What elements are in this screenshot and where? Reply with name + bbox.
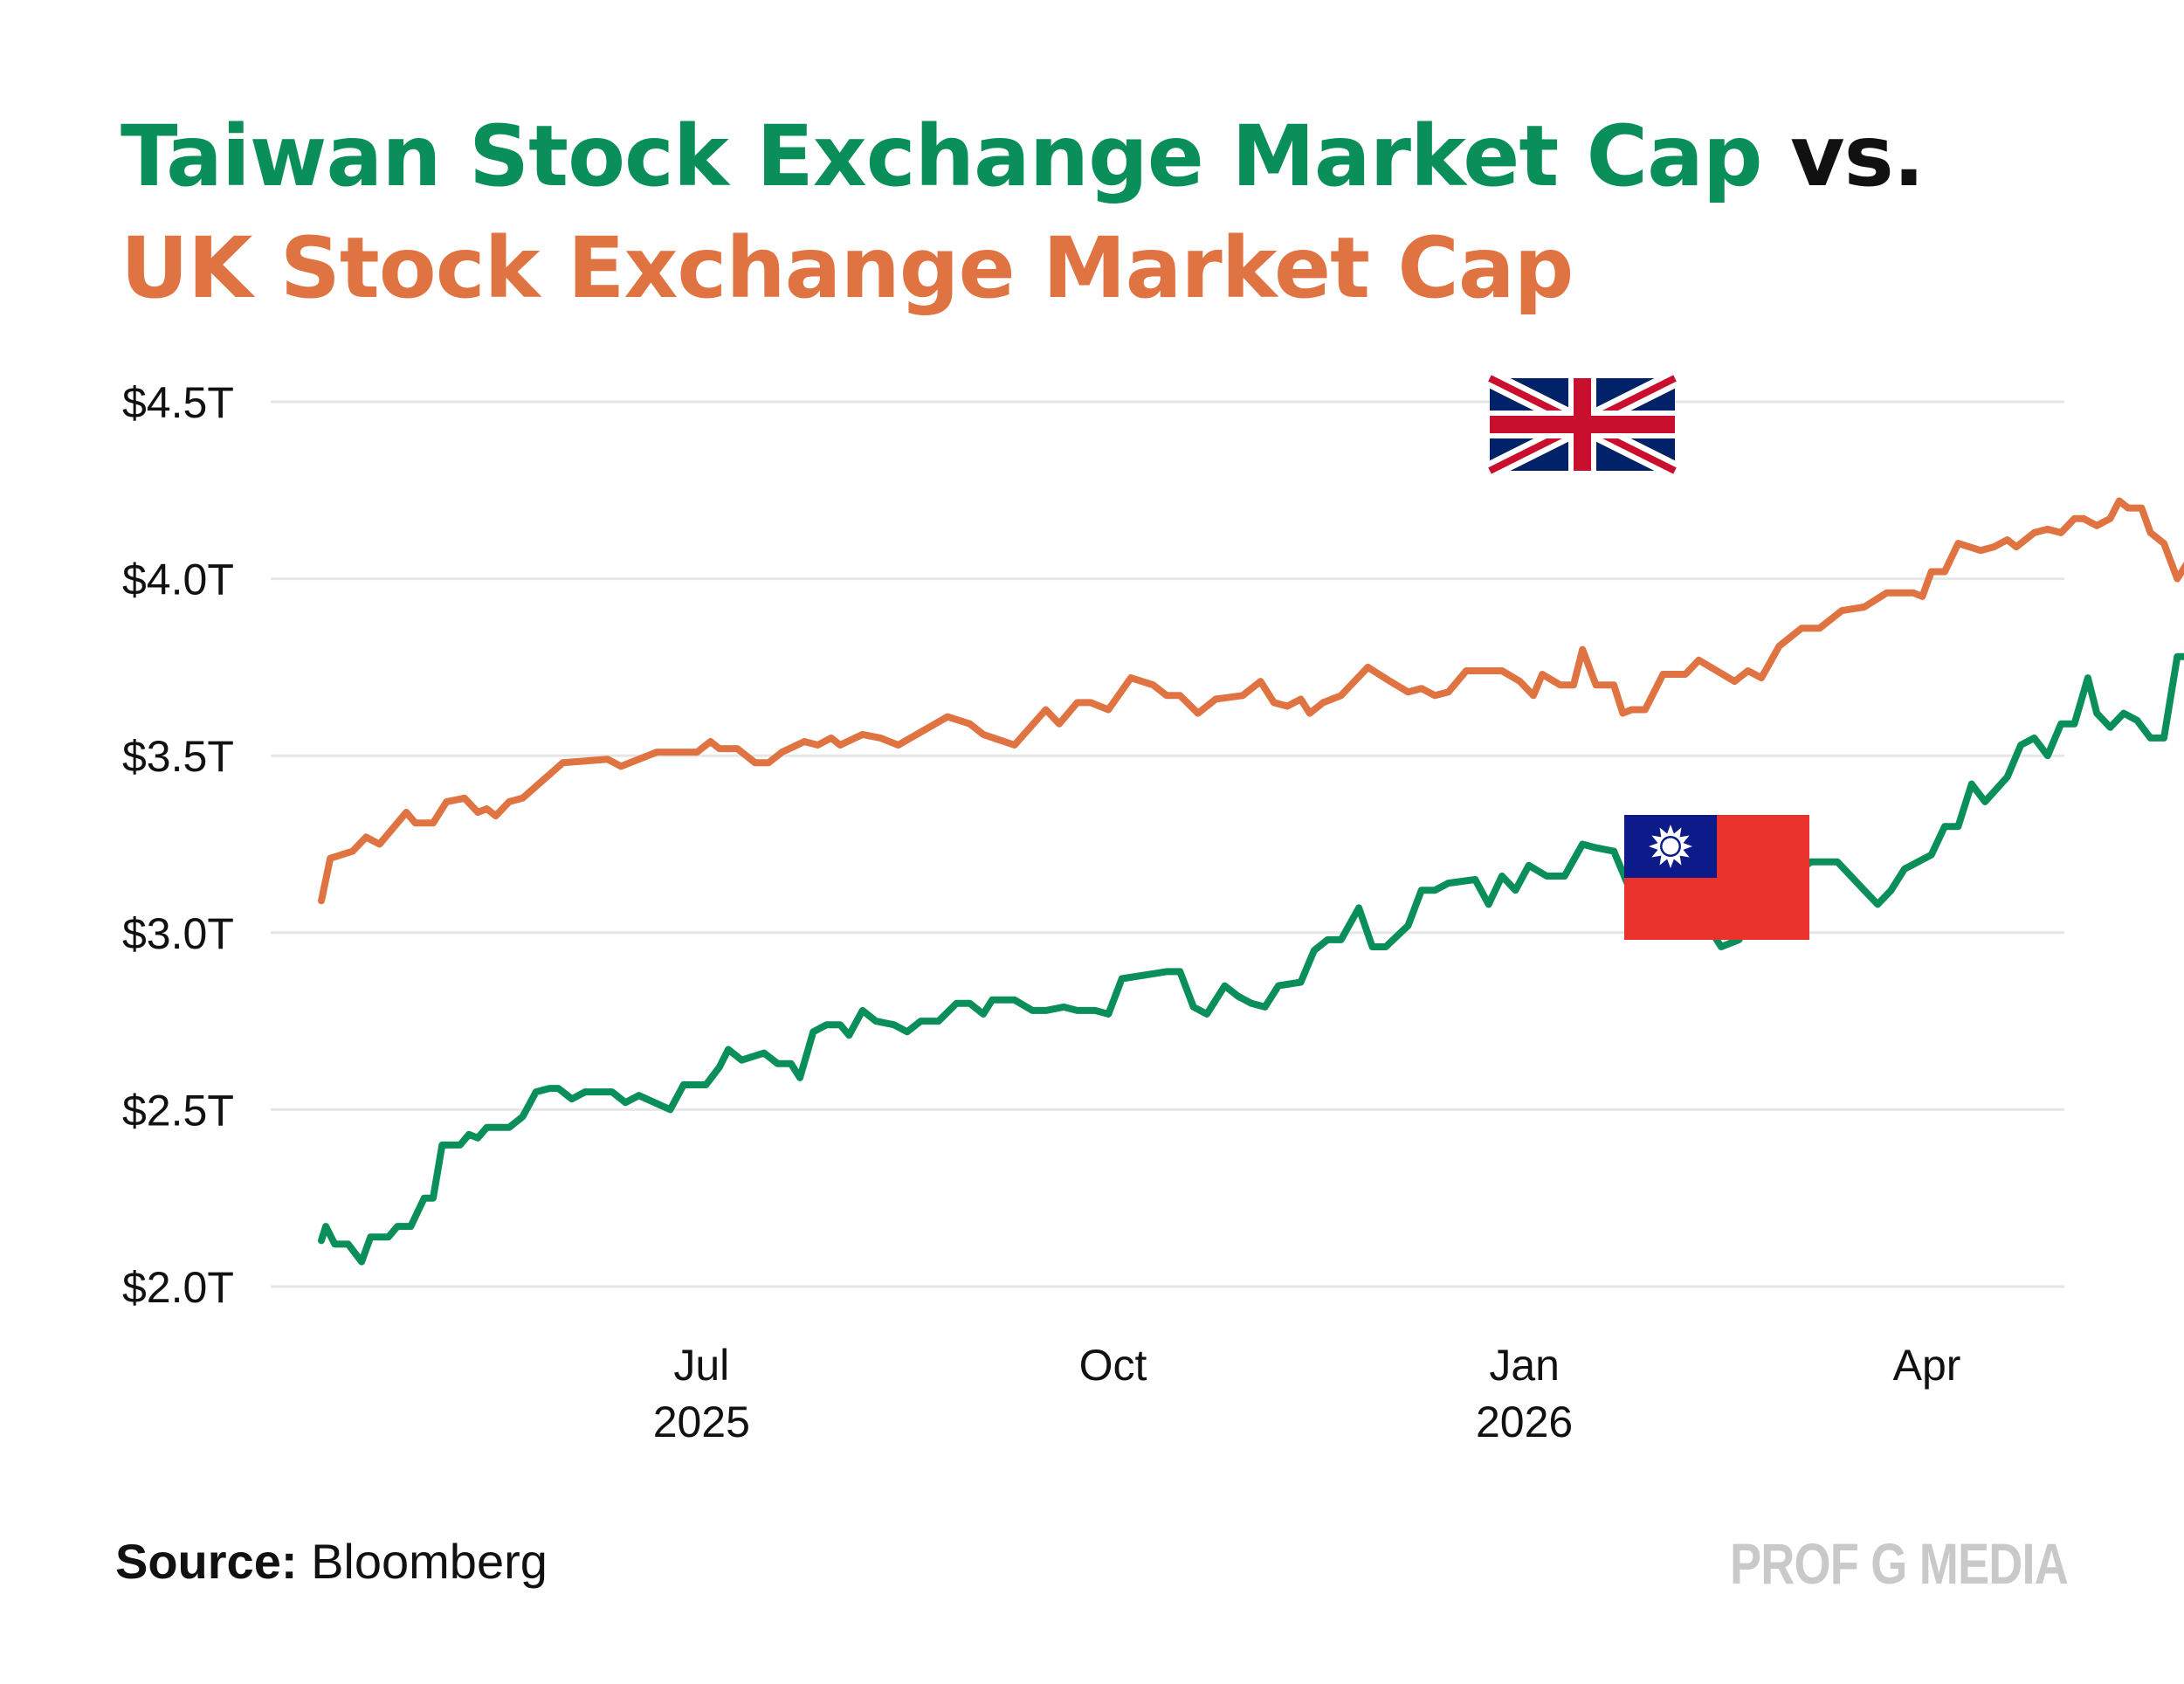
source-note: Source: Bloomberg <box>115 1533 548 1590</box>
y-tick-label: $3.0T <box>122 909 234 958</box>
y-tick-label: $4.0T <box>122 556 234 604</box>
title-vs: vs. <box>1761 107 1925 205</box>
uk-series-line <box>318 497 2184 905</box>
x-tick-label: Jan <box>1489 1341 1560 1390</box>
y-tick-label: $3.5T <box>122 732 234 781</box>
x-tick-label: Apr <box>1893 1341 1961 1390</box>
y-tick-label: $2.0T <box>122 1263 234 1312</box>
brand-logo: PROF G MEDIA <box>1729 1531 2069 1596</box>
y-tick-label: $2.5T <box>122 1086 234 1135</box>
uk-flag-icon <box>1485 369 1679 480</box>
x-tick-year-label: 2025 <box>653 1398 750 1446</box>
taiwan-series-line <box>318 652 2184 1266</box>
x-tick-label: Oct <box>1079 1341 1147 1390</box>
y-axis-ticks: $4.5T $4.0T $3.5T $3.0T $2.5T $2.0T <box>122 378 234 1312</box>
source-label: Source: <box>115 1534 298 1589</box>
title-taiwan: Taiwan Stock Exchange Market Cap <box>121 107 1763 205</box>
series-lines <box>318 497 2184 1266</box>
source-value: Bloomberg <box>311 1534 548 1589</box>
taiwan-flag-icon <box>1624 815 1809 940</box>
chart-title: Taiwan Stock Exchange Market Cap vs. UK … <box>121 100 1925 324</box>
y-tick-label: $4.5T <box>122 378 234 427</box>
x-tick-year-label: 2026 <box>1476 1398 1573 1446</box>
x-tick-label: Jul <box>673 1341 729 1390</box>
title-uk: UK Stock Exchange Market Cap <box>121 219 1574 317</box>
x-axis-ticks: Jul 2025 Oct Jan 2026 Apr <box>653 1341 1961 1446</box>
